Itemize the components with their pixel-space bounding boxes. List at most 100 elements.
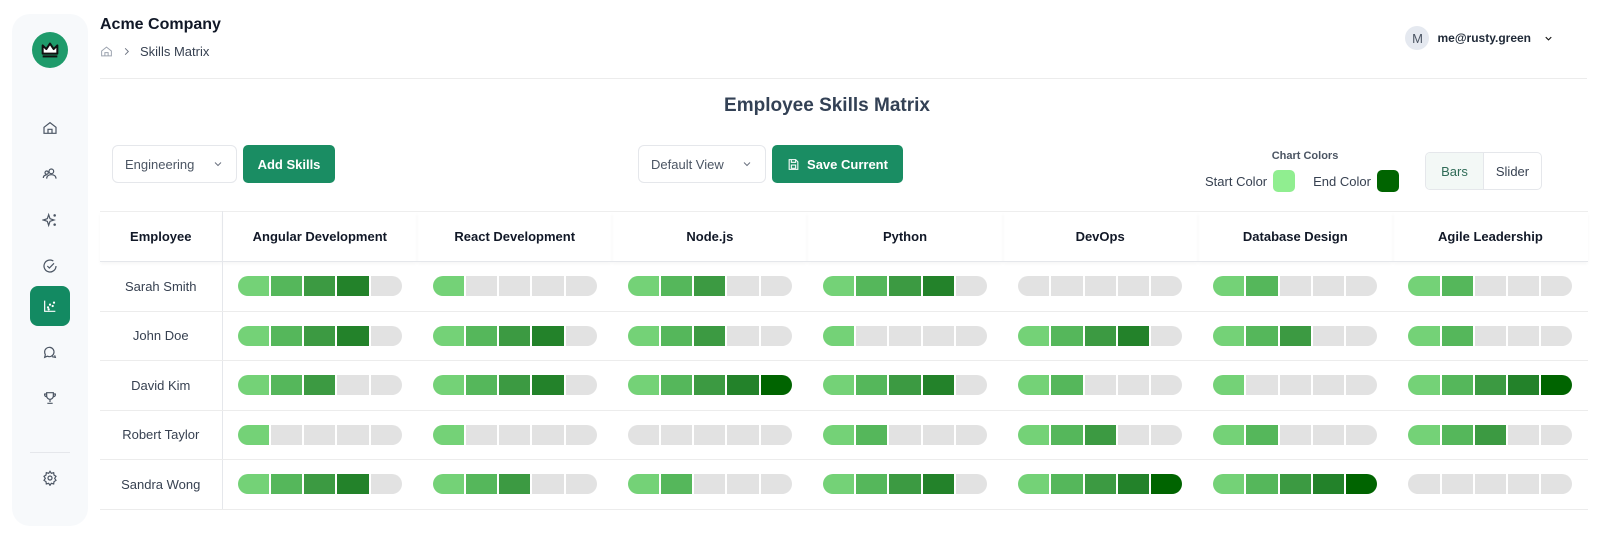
skill-level-segment[interactable] (432, 325, 464, 346)
skill-level-segment[interactable] (661, 325, 693, 346)
skill-level-segment[interactable] (694, 424, 726, 445)
skill-level-segment[interactable] (1150, 424, 1183, 445)
skill-level-segment[interactable] (271, 375, 303, 396)
skill-level-segment[interactable] (1508, 474, 1540, 495)
skill-level-segment[interactable] (694, 276, 726, 297)
skill-level-segment[interactable] (661, 424, 693, 445)
skill-level-segment[interactable] (760, 276, 792, 297)
skill-level-bar[interactable] (1408, 276, 1573, 297)
skill-level-segment[interactable] (760, 424, 792, 445)
skill-level-segment[interactable] (1346, 325, 1378, 346)
skill-level-segment[interactable] (1312, 325, 1345, 346)
skill-level-segment[interactable] (1508, 424, 1540, 445)
skill-level-segment[interactable] (337, 424, 369, 445)
skill-level-segment[interactable] (465, 325, 498, 346)
skill-level-bar[interactable] (1018, 424, 1183, 445)
skill-level-segment[interactable] (1408, 375, 1440, 396)
skill-level-segment[interactable] (1246, 375, 1278, 396)
skill-level-segment[interactable] (1117, 375, 1149, 396)
skill-level-bar[interactable] (1213, 276, 1378, 297)
sidebar-item-chat[interactable] (30, 332, 70, 372)
skill-level-segment[interactable] (1018, 424, 1050, 445)
skill-level-segment[interactable] (1150, 325, 1183, 346)
skill-level-segment[interactable] (532, 375, 564, 396)
skill-level-segment[interactable] (1346, 375, 1378, 396)
skill-level-segment[interactable] (889, 276, 921, 297)
save-current-button[interactable]: Save Current (772, 145, 903, 183)
skill-level-segment[interactable] (922, 424, 954, 445)
skill-level-bar[interactable] (432, 375, 597, 396)
crown-logo-icon[interactable] (32, 32, 68, 68)
skill-level-segment[interactable] (727, 424, 759, 445)
skill-level-segment[interactable] (337, 474, 369, 495)
skill-level-segment[interactable] (1441, 424, 1473, 445)
skill-level-segment[interactable] (465, 424, 498, 445)
skill-level-segment[interactable] (1474, 474, 1507, 495)
skill-level-segment[interactable] (465, 276, 498, 297)
skill-level-segment[interactable] (822, 375, 855, 396)
skill-level-bar[interactable] (627, 375, 792, 396)
skill-level-segment[interactable] (727, 276, 759, 297)
skill-level-segment[interactable] (532, 276, 564, 297)
skill-level-segment[interactable] (1051, 424, 1083, 445)
skill-level-segment[interactable] (955, 474, 987, 495)
skill-level-segment[interactable] (1541, 325, 1573, 346)
skill-level-bar[interactable] (627, 424, 792, 445)
sidebar-item-awards[interactable] (30, 378, 70, 418)
skill-level-segment[interactable] (1441, 276, 1473, 297)
skill-level-segment[interactable] (1279, 424, 1311, 445)
skill-level-segment[interactable] (694, 325, 726, 346)
skill-level-segment[interactable] (955, 325, 987, 346)
skill-level-segment[interactable] (1408, 474, 1440, 495)
skill-level-segment[interactable] (1051, 474, 1083, 495)
skill-level-bar[interactable] (1408, 474, 1573, 495)
skill-level-segment[interactable] (565, 325, 597, 346)
skill-level-segment[interactable] (1150, 474, 1183, 495)
skill-level-segment[interactable] (237, 424, 270, 445)
skill-level-bar[interactable] (432, 424, 597, 445)
skill-level-segment[interactable] (1279, 474, 1311, 495)
skill-level-segment[interactable] (822, 474, 855, 495)
skill-level-bar[interactable] (822, 325, 987, 346)
skill-level-bar[interactable] (1213, 325, 1378, 346)
skill-level-segment[interactable] (1408, 276, 1440, 297)
skill-level-segment[interactable] (955, 276, 987, 297)
skill-level-segment[interactable] (565, 424, 597, 445)
skill-level-segment[interactable] (565, 474, 597, 495)
skill-level-segment[interactable] (1474, 424, 1507, 445)
skill-level-bar[interactable] (237, 276, 402, 297)
skill-level-segment[interactable] (922, 325, 954, 346)
skill-level-bar[interactable] (1018, 325, 1183, 346)
skill-level-segment[interactable] (565, 375, 597, 396)
skill-level-segment[interactable] (822, 325, 855, 346)
skill-level-segment[interactable] (1051, 375, 1083, 396)
skill-level-segment[interactable] (370, 276, 402, 297)
skill-level-segment[interactable] (694, 474, 726, 495)
sidebar-item-team[interactable] (30, 154, 70, 194)
skill-level-bar[interactable] (1018, 375, 1183, 396)
skill-level-segment[interactable] (727, 474, 759, 495)
skill-level-segment[interactable] (822, 276, 855, 297)
skill-level-segment[interactable] (237, 325, 270, 346)
skill-level-segment[interactable] (1246, 276, 1278, 297)
skill-level-segment[interactable] (1441, 474, 1473, 495)
skill-level-segment[interactable] (955, 375, 987, 396)
sidebar-item-skills-matrix[interactable] (30, 286, 70, 326)
skill-level-segment[interactable] (1508, 325, 1540, 346)
skill-level-segment[interactable] (1084, 276, 1116, 297)
skill-level-segment[interactable] (1213, 474, 1245, 495)
skill-level-segment[interactable] (499, 325, 531, 346)
skill-level-segment[interactable] (432, 474, 464, 495)
skill-level-segment[interactable] (1213, 276, 1245, 297)
skill-level-segment[interactable] (922, 276, 954, 297)
skill-level-bar[interactable] (627, 474, 792, 495)
sidebar-item-tasks[interactable] (30, 246, 70, 286)
sidebar-item-sparkles[interactable] (30, 200, 70, 240)
skill-level-segment[interactable] (499, 474, 531, 495)
skill-level-segment[interactable] (727, 375, 759, 396)
skill-level-segment[interactable] (856, 474, 888, 495)
skill-level-segment[interactable] (237, 474, 270, 495)
end-color-swatch[interactable] (1376, 170, 1399, 192)
skill-level-segment[interactable] (889, 474, 921, 495)
skill-level-segment[interactable] (337, 375, 369, 396)
